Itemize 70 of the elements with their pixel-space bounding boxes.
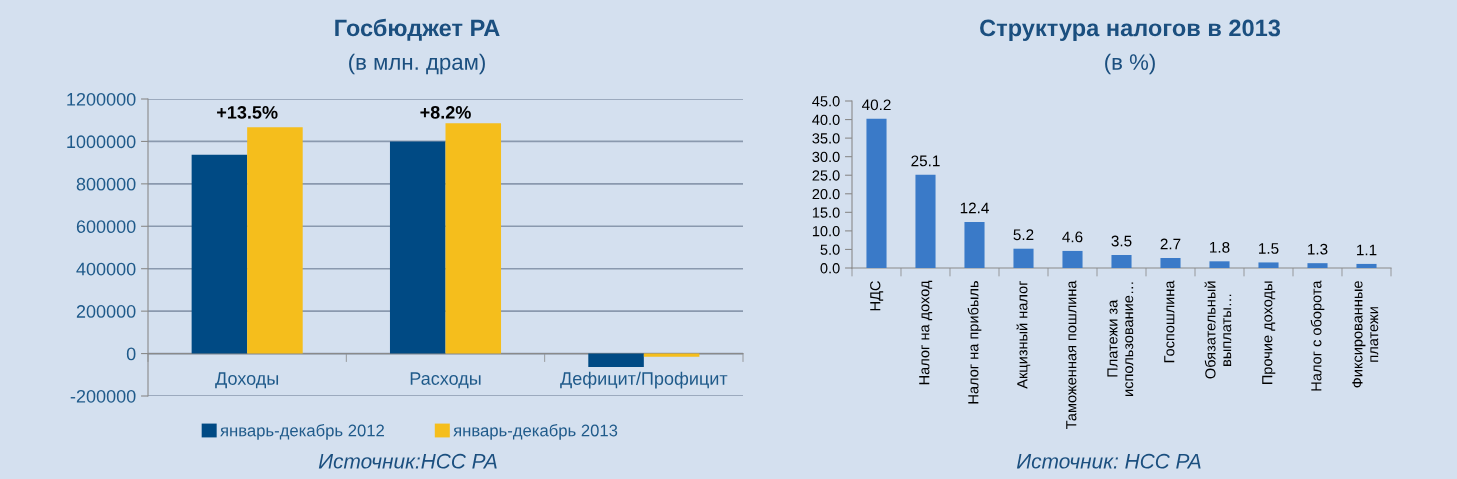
- chart-title: Структура налогов в 2013: [980, 19, 1281, 41]
- x-tick-label: Налог с оборота: [1310, 280, 1325, 391]
- x-tick-label: Фиксированные платежи: [1352, 281, 1379, 388]
- legend-label: январь-декабрь 2013: [453, 424, 618, 440]
- y-tick-label: 15.0: [812, 207, 840, 218]
- data-label: 40.2: [861, 99, 891, 111]
- chart-subtitle: (в %): [1105, 53, 1155, 75]
- y-tick-label: 600000: [76, 220, 136, 234]
- bar: [1062, 250, 1083, 268]
- data-label: 4.6: [1062, 231, 1083, 243]
- x-tick-label: Дефицит/Профицит: [560, 371, 728, 389]
- data-label: 2.7: [1160, 238, 1181, 250]
- chart-subtitle: (в млн. драм): [349, 53, 485, 75]
- bar: [191, 154, 248, 354]
- x-tick-label: Обязательный выплаты…: [1204, 281, 1232, 379]
- data-label: 3.5: [1111, 235, 1132, 247]
- y-tick-label: 1000000: [67, 135, 136, 149]
- y-tick-label: 0: [126, 347, 136, 361]
- data-label: 5.2: [1013, 229, 1034, 241]
- annotation: +8.2%: [420, 105, 471, 119]
- x-tick-label: НДС: [870, 281, 884, 311]
- x-tick-label: Доходы: [215, 372, 279, 389]
- data-label: 1.8: [1210, 241, 1230, 253]
- bar: [915, 174, 936, 268]
- data-label: 25.1: [911, 155, 940, 167]
- bar: [866, 118, 887, 268]
- y-tick-label: 1200000: [67, 92, 136, 106]
- bar: [1111, 255, 1132, 268]
- x-tick-label: Таможенная пошлина: [1066, 280, 1077, 430]
- text: Источник: НСС РА: [1016, 453, 1201, 469]
- bar: [1258, 262, 1279, 268]
- y-tick-label: 35.0: [812, 133, 840, 144]
- y-tick-label: 400000: [76, 262, 136, 276]
- legend-label: январь-декабрь 2012: [220, 424, 384, 440]
- y-tick-label: 800000: [76, 177, 136, 191]
- y-tick-label: 30.0: [812, 151, 840, 163]
- bar: [1356, 263, 1377, 268]
- y-tick-label: 0.0: [820, 263, 840, 274]
- x-tick-label: Платежи за использование…: [1107, 282, 1134, 396]
- chart-title: Госбюджет РА: [335, 18, 500, 41]
- data-label: 1.5: [1259, 243, 1279, 254]
- x-tick-label: Налог на доход: [919, 280, 933, 385]
- bar: [1307, 263, 1328, 268]
- y-tick-label: 25.0: [812, 170, 840, 181]
- data-label: 1.1: [1357, 244, 1377, 256]
- bar: [247, 127, 303, 354]
- bar: [588, 353, 644, 367]
- y-tick-label: 40.0: [812, 114, 840, 125]
- x-tick-label: Госпошлина: [1164, 280, 1175, 363]
- bar: [643, 353, 700, 357]
- bar: [964, 221, 985, 268]
- y-tick-label: 20.0: [812, 188, 840, 200]
- text: Источник:НСС РА: [318, 453, 497, 469]
- bar: [1160, 257, 1181, 268]
- y-tick-label: 45.0: [812, 96, 840, 107]
- y-tick-label: 10.0: [812, 225, 840, 237]
- x-tick-label: Налог на прибыль: [967, 281, 982, 404]
- x-tick-label: Расходы: [410, 372, 481, 389]
- annotation: +13.5%: [217, 105, 278, 119]
- x-tick-label: Акцизный налог: [1016, 280, 1031, 389]
- bar: [1013, 248, 1034, 268]
- x-tick-label: Прочие доходы: [1262, 281, 1276, 384]
- y-tick-label: 200000: [76, 305, 136, 318]
- bar: [445, 123, 502, 354]
- y-tick-label: -200000: [70, 389, 136, 403]
- data-label: 12.4: [960, 202, 989, 214]
- bar: [389, 141, 446, 354]
- y-tick-label: 5.0: [820, 244, 840, 255]
- bar: [1209, 261, 1230, 268]
- data-label: 1.3: [1308, 243, 1328, 255]
